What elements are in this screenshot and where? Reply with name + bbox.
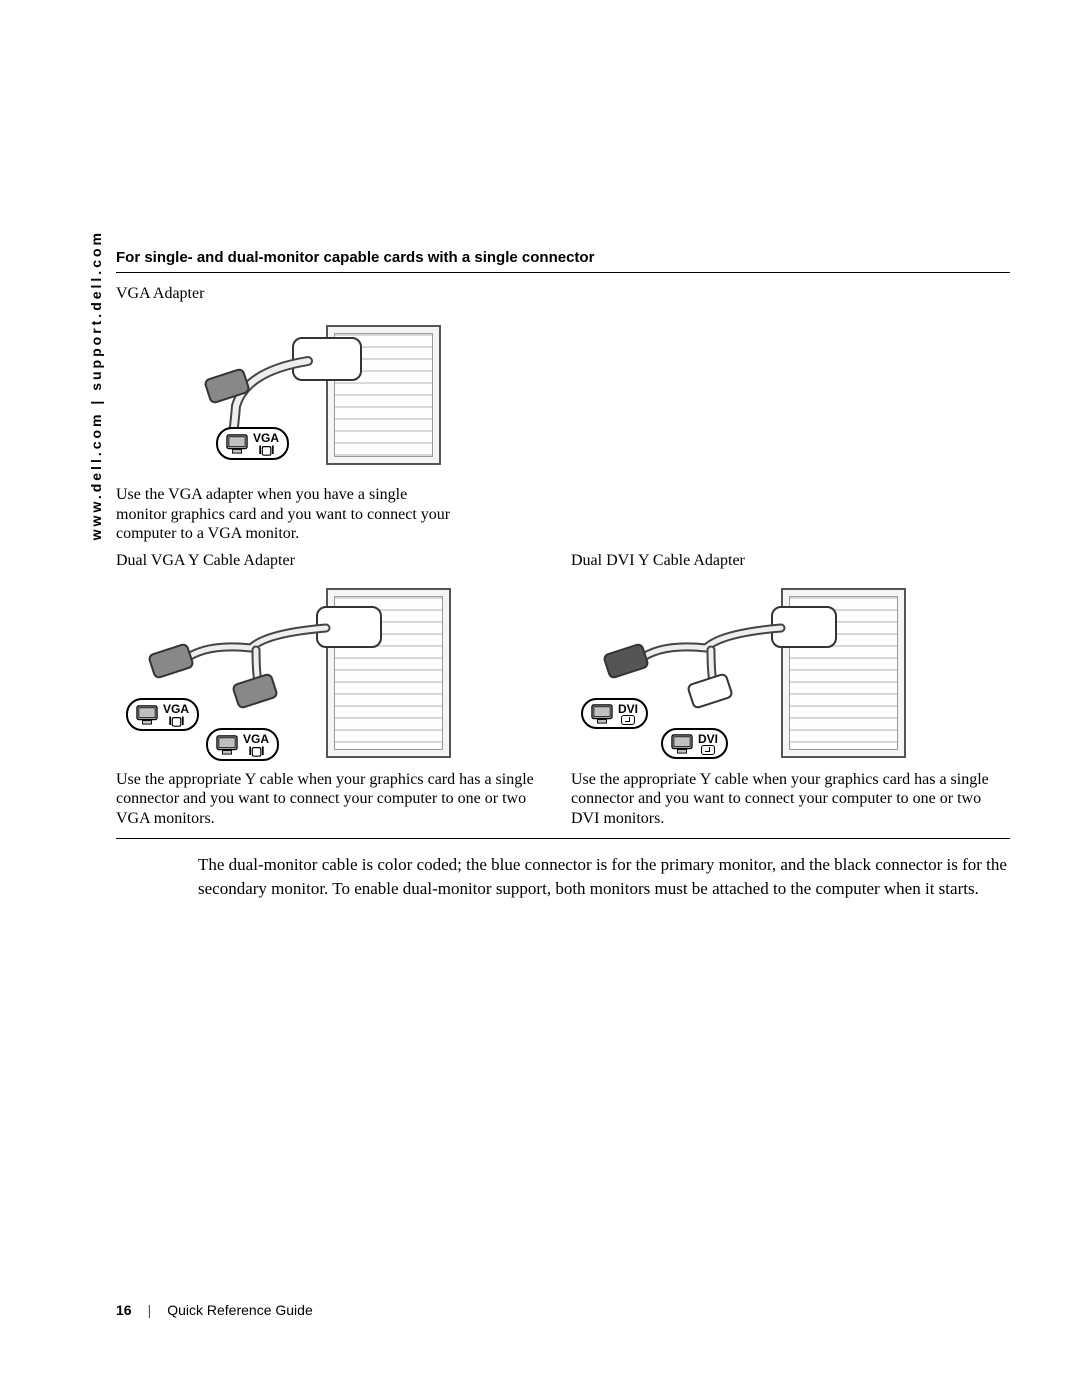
monitor-label-dvi-1: DVI [581, 698, 648, 729]
monitor-icon [136, 705, 158, 725]
vga-port-icon: I▢I [169, 715, 184, 727]
footer-divider-icon: | [148, 1302, 152, 1318]
row-vga-adapter: VGA Adapter [116, 285, 1010, 544]
body-paragraph: The dual-monitor cable is color coded; t… [198, 853, 1008, 901]
cell-dual-dvi: Dual DVI Y Cable Adapter [563, 552, 1010, 829]
diagram-dual-dvi: DVI DVI [571, 578, 906, 766]
label-text: DVI [698, 733, 718, 755]
page-content: For single- and dual-monitor capable car… [116, 249, 1010, 901]
connector-type: DVI [698, 733, 718, 745]
label-text: VGA I▢I [253, 432, 279, 456]
desc-vga-adapter: Use the VGA adapter when you have a sing… [116, 485, 466, 544]
desc-dual-dvi: Use the appropriate Y cable when your gr… [571, 770, 1010, 829]
vga-port-icon: I▢I [249, 745, 264, 757]
monitor-label-vga-1: VGA I▢I [126, 698, 199, 731]
monitor-label-vga: VGA I▢I [216, 427, 289, 460]
monitor-icon [591, 704, 613, 724]
diagram-dual-vga: VGA I▢I VGA I▢I [116, 578, 451, 766]
connector-type: VGA [163, 703, 189, 715]
title-vga-adapter: VGA Adapter [116, 285, 563, 303]
connector-type: VGA [243, 733, 269, 745]
title-dual-vga: Dual VGA Y Cable Adapter [116, 552, 563, 570]
sidebar-url: www.dell.com | support.dell.com [88, 230, 104, 540]
monitor-icon [671, 734, 693, 754]
monitor-label-vga-2: VGA I▢I [206, 728, 279, 761]
monitor-label-dvi-2: DVI [661, 728, 728, 759]
footer-title: Quick Reference Guide [167, 1302, 313, 1318]
vga-port-icon: I▢I [259, 444, 274, 456]
connector-type: DVI [618, 703, 638, 715]
cell-vga-adapter: VGA Adapter [116, 285, 563, 544]
diagram-vga-adapter: VGA I▢I [176, 311, 441, 481]
cell-dual-vga: Dual VGA Y Cable Adapter [116, 552, 563, 829]
title-dual-dvi: Dual DVI Y Cable Adapter [571, 552, 1010, 570]
row-dual-adapters: Dual VGA Y Cable Adapter [116, 552, 1010, 840]
label-text: DVI [618, 703, 638, 725]
monitor-icon [226, 434, 248, 454]
section-header: For single- and dual-monitor capable car… [116, 249, 1010, 273]
desc-dual-vga: Use the appropriate Y cable when your gr… [116, 770, 563, 829]
page-footer: 16 | Quick Reference Guide [116, 1302, 313, 1318]
page-number: 16 [116, 1302, 132, 1318]
dvi-port-icon [621, 715, 635, 725]
label-text: VGA I▢I [163, 703, 189, 727]
dvi-port-icon [701, 745, 715, 755]
label-text: VGA I▢I [243, 733, 269, 757]
monitor-icon [216, 735, 238, 755]
